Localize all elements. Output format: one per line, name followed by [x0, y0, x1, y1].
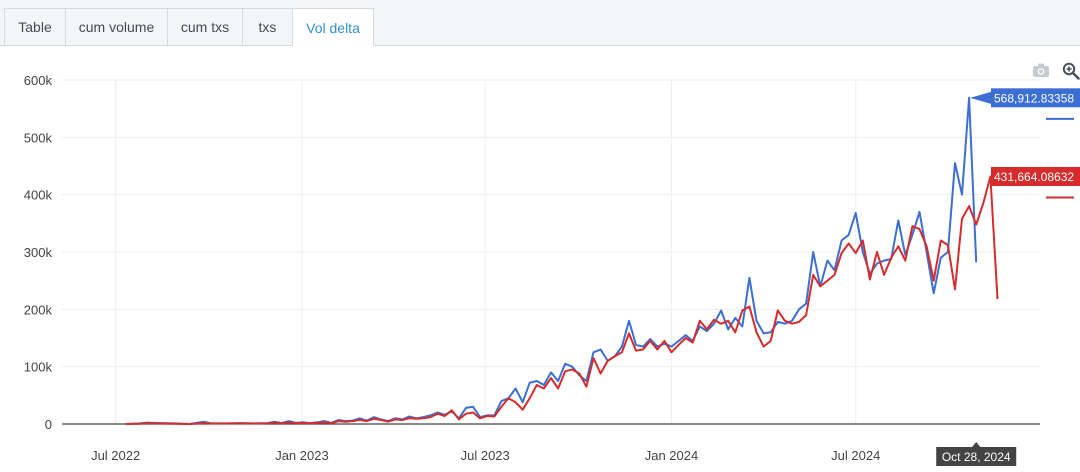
hover-label-pointer: [970, 91, 991, 104]
y-tick-label: 0: [45, 417, 52, 432]
tab-cum-txs[interactable]: cum txs: [167, 8, 243, 45]
x-tick-label: Jan 2024: [645, 448, 699, 463]
tab-vol-delta[interactable]: Vol delta: [292, 8, 374, 46]
x-hover-box: [936, 447, 1017, 466]
camera-icon[interactable]: [1032, 62, 1050, 78]
x-hover-text: Oct 28, 2024: [942, 450, 1011, 464]
y-tick-label: 500k: [24, 130, 53, 145]
x-hover-pointer: [971, 442, 982, 448]
vol-delta-line-chart[interactable]: 0 100k 200k 300k 400k 500k 600k Jul 2022 Jan 202…: [0, 46, 1080, 472]
x-tick-label: Jul 2023: [461, 448, 510, 463]
tab-table[interactable]: Table: [4, 8, 66, 45]
hover-label-text: 568,912.83358: [994, 91, 1074, 105]
tab-txs[interactable]: txs: [242, 8, 293, 45]
series-line-2[interactable]: [125, 175, 999, 425]
x-tick-label: Jul 2022: [91, 448, 140, 463]
tab-cum-volume[interactable]: cum volume: [65, 8, 168, 45]
x-tick-label: Jul 2024: [831, 448, 880, 463]
y-tick-label: 200k: [24, 302, 53, 317]
series-line-1[interactable]: [125, 96, 978, 425]
y-tick-label: 400k: [24, 188, 53, 203]
hover-label-text: 431,664.08632: [994, 170, 1074, 184]
hover-label-box: [991, 88, 1080, 108]
chart-hover-labels: 568,912.83358 431,664.08632 Oct 28, 2024: [936, 88, 1080, 466]
x-tick-label: Jan 2023: [275, 448, 329, 463]
y-tick-label: 100k: [24, 360, 53, 375]
zoom-icon[interactable]: [1062, 62, 1080, 80]
tab-bar: Table cum volume cum txs txs Vol delta: [0, 0, 1080, 46]
x-hover-label: Oct 28, 2024: [936, 442, 1017, 466]
series-1-hover-label: 568,912.83358: [970, 88, 1080, 120]
series-2-hover-label: 431,664.08632: [991, 167, 1080, 199]
y-tick-label: 300k: [24, 245, 53, 260]
chart-lines: [125, 96, 999, 425]
y-tick-label: 600k: [24, 73, 53, 88]
hover-label-box: [991, 167, 1080, 187]
